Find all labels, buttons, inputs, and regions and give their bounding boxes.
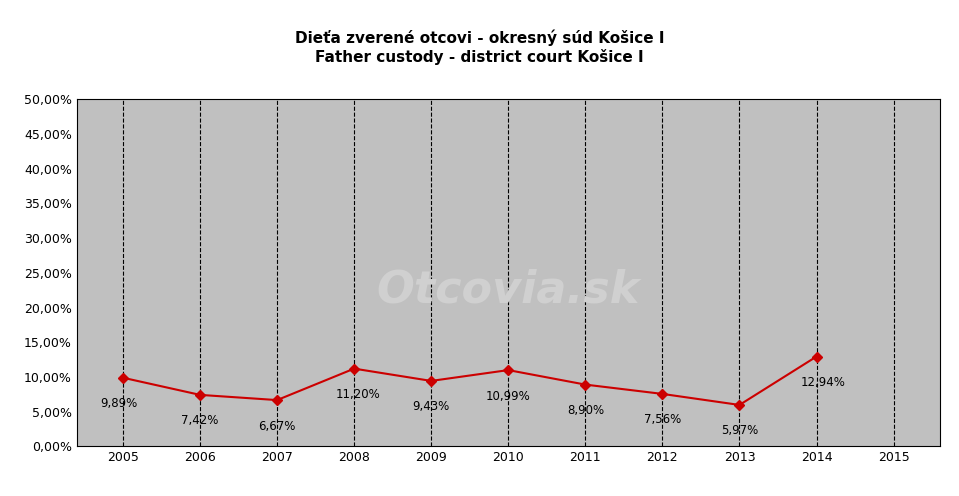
Text: Dieťa zverené otcovi - okresný súd Košice I
Father custody - district court Koši: Dieťa zverené otcovi - okresný súd Košic…: [294, 30, 665, 65]
Text: Otcovia.sk: Otcovia.sk: [377, 269, 640, 311]
Text: 12,94%: 12,94%: [801, 376, 846, 389]
Text: 7,42%: 7,42%: [181, 414, 219, 428]
Text: 7,56%: 7,56%: [643, 413, 681, 427]
Text: 10,99%: 10,99%: [486, 389, 530, 403]
Text: 6,67%: 6,67%: [258, 420, 295, 433]
Text: 8,90%: 8,90%: [567, 404, 604, 417]
Text: 9,89%: 9,89%: [100, 397, 137, 410]
Text: 11,20%: 11,20%: [336, 388, 381, 401]
Text: 9,43%: 9,43%: [412, 400, 450, 413]
Text: 5,97%: 5,97%: [721, 425, 758, 437]
